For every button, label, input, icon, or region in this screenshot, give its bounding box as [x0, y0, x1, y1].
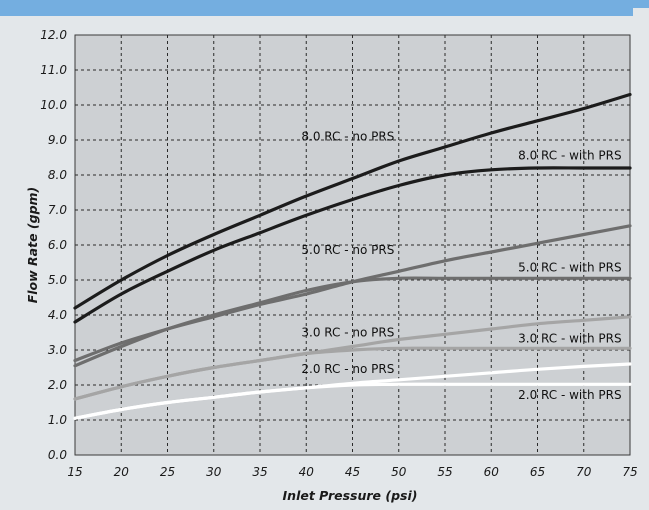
y-tick-label: 5.0 — [48, 273, 67, 287]
x-tick-label: 30 — [206, 465, 222, 479]
x-tick-label: 45 — [345, 465, 360, 479]
header-bar — [0, 0, 649, 16]
x-tick-label: 20 — [114, 465, 130, 479]
y-tick-label: 6.0 — [48, 238, 67, 252]
y-tick-label: 1.0 — [48, 413, 67, 427]
x-axis-title: Inlet Pressure (psi) — [283, 488, 418, 503]
y-tick-label: 0.0 — [48, 448, 67, 462]
series-label: 8.0 RC - no PRS — [301, 130, 394, 144]
y-tick-labels: 0.0 1.0 2.0 3.0 4.0 5.0 6.0 7.0 8.0 9.0 10.0 11.0 12… — [40, 28, 67, 462]
x-tick-label: 60 — [484, 465, 500, 479]
series-label: 5.0 RC - with PRS — [518, 260, 621, 274]
series-label: 8.0 RC - with PRS — [518, 148, 621, 162]
x-tick-label: 70 — [576, 465, 592, 479]
x-tick-label: 15 — [67, 465, 82, 479]
y-tick-label: 10.0 — [40, 98, 67, 112]
x-tick-label: 40 — [299, 465, 315, 479]
series-label: 2.0 RC - no PRS — [301, 362, 394, 376]
series-label: 3.0 RC - no PRS — [301, 326, 394, 340]
y-tick-label: 11.0 — [40, 63, 67, 77]
series-line-0 — [73, 92, 632, 310]
series-line-5 — [73, 346, 632, 401]
x-tick-label: 35 — [252, 465, 267, 479]
x-tick-labels: 15 20 25 30 35 40 45 50 55 60 65 70 75 — [67, 465, 637, 479]
header-notch — [633, 8, 649, 24]
y-axis-title: Flow Rate (gpm) — [25, 187, 40, 304]
series-label: 5.0 RC - no PRS — [301, 243, 394, 257]
x-tick-label: 50 — [391, 465, 407, 479]
series-label: 3.0 RC - with PRS — [518, 331, 621, 345]
series-line-7 — [73, 382, 632, 420]
y-tick-label: 4.0 — [48, 308, 67, 322]
y-tick-label: 8.0 — [48, 168, 67, 182]
series-lines — [73, 92, 632, 420]
x-tick-label: 65 — [530, 465, 545, 479]
y-tick-label: 9.0 — [48, 133, 67, 147]
series-labels: 8.0 RC - no PRS 8.0 RC - with PRS 5.0 RC -… — [301, 130, 621, 402]
y-tick-label: 7.0 — [48, 203, 67, 217]
y-tick-label: 3.0 — [48, 343, 67, 357]
y-tick-label: 12.0 — [40, 28, 67, 42]
series-line-3 — [73, 276, 632, 368]
series-label: 2.0 RC - with PRS — [518, 388, 621, 402]
y-tick-label: 2.0 — [48, 378, 67, 392]
x-tick-label: 25 — [160, 465, 175, 479]
series-line-1 — [73, 166, 632, 324]
x-tick-label: 75 — [622, 465, 637, 479]
x-tick-label: 55 — [437, 465, 452, 479]
